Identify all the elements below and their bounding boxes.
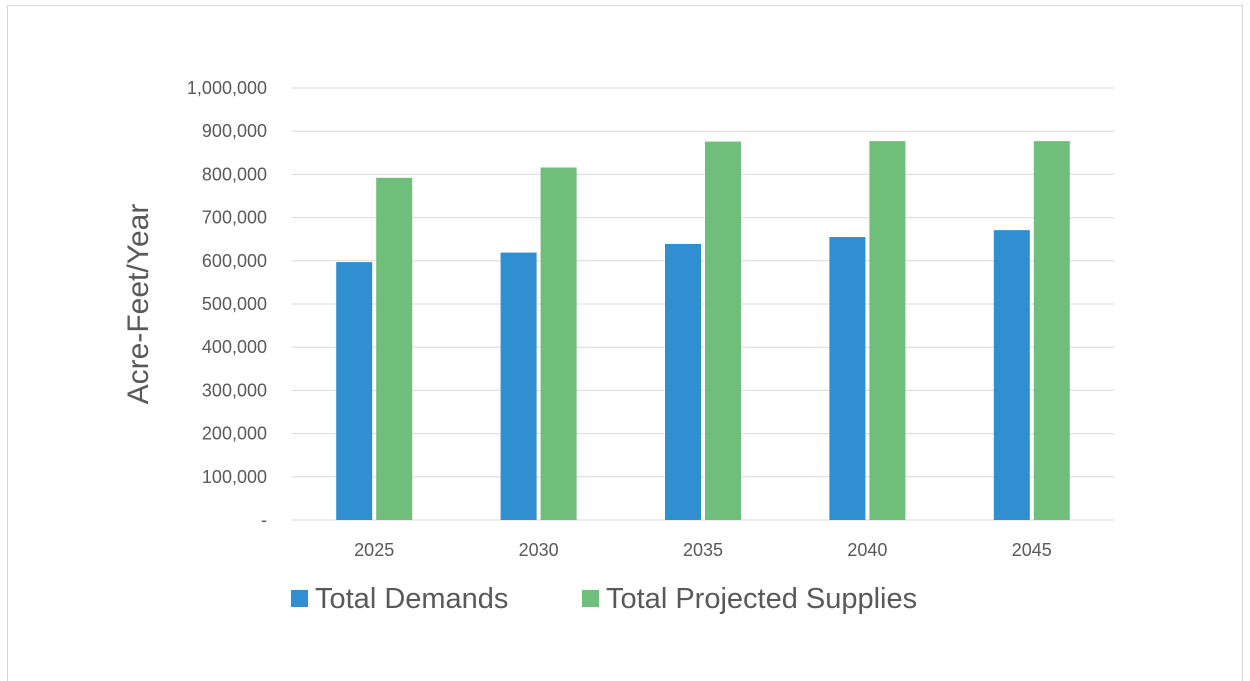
y-tick-label: - <box>261 510 267 530</box>
legend-swatch <box>582 590 599 607</box>
y-tick-label: 400,000 <box>202 337 267 357</box>
gridlines <box>292 87 1114 521</box>
y-axis-ticks: - 100,000 200,000 300,000 400,000 500,000 600,… <box>187 78 267 530</box>
y-tick-label: 800,000 <box>202 164 267 184</box>
legend: Total Demands Total Projected Supplies <box>291 583 917 615</box>
y-tick-label: 1,000,000 <box>187 78 267 98</box>
bar-total-projected-supplies-2025 <box>376 177 413 520</box>
x-tick-label: 2045 <box>1012 540 1052 560</box>
bar-total-projected-supplies-2030 <box>540 167 577 520</box>
x-axis-ticks: 2025 2030 2035 2040 2045 <box>354 540 1052 560</box>
x-tick-label: 2040 <box>847 540 887 560</box>
x-tick-label: 2035 <box>683 540 723 560</box>
bar-total-demands-2040 <box>829 237 866 521</box>
bar-total-projected-supplies-2040 <box>869 141 906 521</box>
bar-total-demands-2030 <box>500 252 537 521</box>
x-tick-label: 2025 <box>354 540 394 560</box>
y-tick-label: 200,000 <box>202 424 267 444</box>
y-tick-label: 700,000 <box>202 208 267 228</box>
legend-swatch <box>291 590 308 607</box>
bar-total-demands-2025 <box>336 262 373 520</box>
y-tick-label: 100,000 <box>202 467 267 487</box>
bar-total-projected-supplies-2035 <box>705 141 741 520</box>
chart-frame <box>7 5 1243 681</box>
y-tick-label: 300,000 <box>202 380 267 400</box>
y-tick-label: 900,000 <box>202 121 267 141</box>
y-axis-label: Acre-Feet/Year <box>122 204 155 405</box>
y-tick-label: 500,000 <box>202 294 267 314</box>
x-tick-label: 2030 <box>519 540 559 560</box>
bar-total-demands-2035 <box>665 243 701 520</box>
legend-label: Total Projected Supplies <box>606 583 917 615</box>
bars <box>336 141 1070 521</box>
y-tick-label: 600,000 <box>202 251 267 271</box>
bar-total-demands-2045 <box>993 230 1030 521</box>
bar-total-projected-supplies-2045 <box>1033 141 1070 521</box>
legend-label: Total Demands <box>315 583 508 615</box>
